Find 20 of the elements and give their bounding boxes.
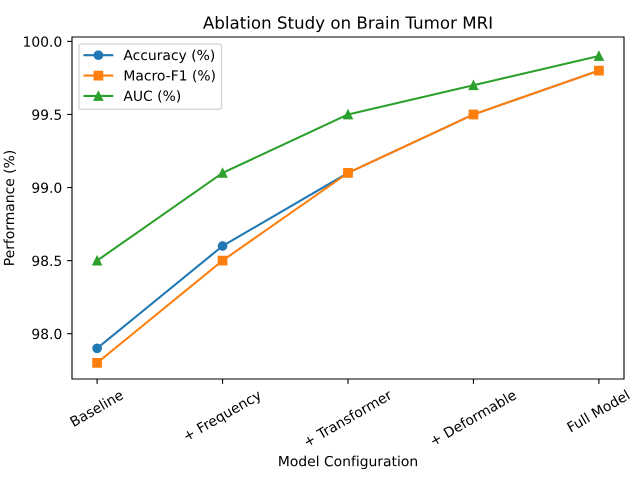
y-axis-title: Performance (%) <box>4 150 16 265</box>
point <box>218 256 228 266</box>
legend-label: Macro-F1 (%) <box>124 70 215 82</box>
y-tick-label: 100.0 <box>24 36 62 47</box>
point <box>92 256 102 266</box>
y-tick-label: 99.0 <box>32 182 62 194</box>
point <box>92 343 102 354</box>
point <box>594 51 604 61</box>
point <box>468 80 478 90</box>
point <box>218 241 228 251</box>
y-tick-label: 99.5 <box>32 109 62 120</box>
x-axis-title: Model Configuration <box>279 456 417 470</box>
chart-title: Ablation Study on Brain Tumor MRI <box>203 16 492 32</box>
point <box>92 358 102 368</box>
point <box>218 168 228 178</box>
point <box>343 110 353 120</box>
legend-label: Accuracy (%) <box>123 50 214 63</box>
legend-label: AUC (%) <box>123 90 180 103</box>
y-tick-label: 98.0 <box>32 328 62 340</box>
y-tick-label: 98.5 <box>32 256 62 266</box>
